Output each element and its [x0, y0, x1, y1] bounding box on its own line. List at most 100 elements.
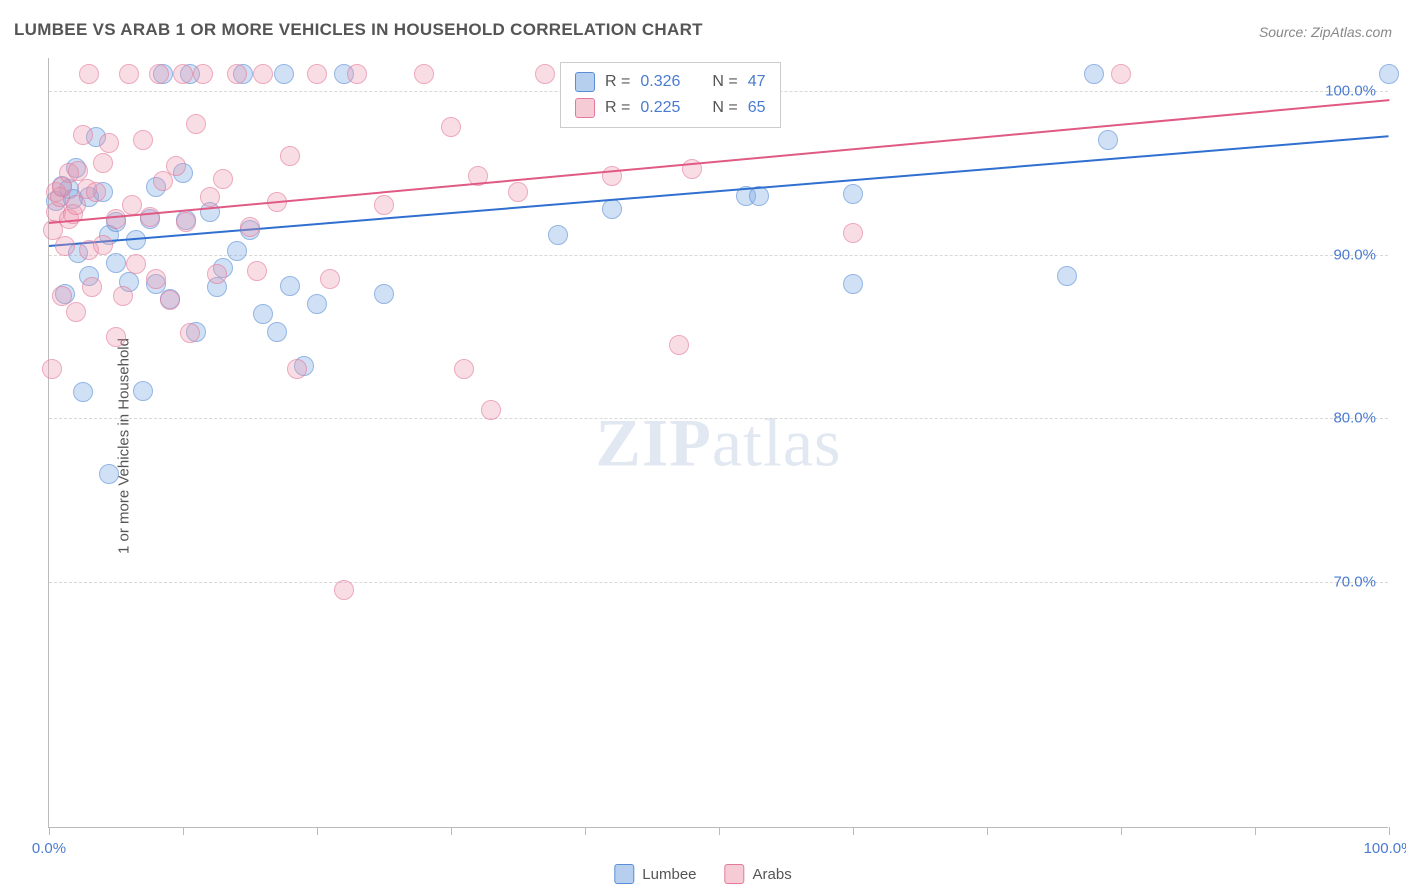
scatter-point	[843, 274, 863, 294]
scatter-point	[441, 117, 461, 137]
legend-swatch-blue	[614, 864, 634, 884]
scatter-point	[86, 182, 106, 202]
x-tick	[49, 827, 50, 835]
scatter-point	[99, 133, 119, 153]
series-legend: Lumbee Arabs	[614, 864, 791, 884]
gridline	[49, 582, 1388, 583]
scatter-point	[68, 161, 88, 181]
scatter-point	[843, 184, 863, 204]
x-tick-label: 100.0%	[1364, 840, 1406, 857]
scatter-point	[79, 64, 99, 84]
legend-swatch-pink	[725, 864, 745, 884]
scatter-point	[374, 284, 394, 304]
scatter-point	[73, 382, 93, 402]
legend-item-lumbee: Lumbee	[614, 864, 696, 884]
scatter-point	[119, 64, 139, 84]
legend-swatch-blue	[575, 72, 595, 92]
scatter-point	[55, 236, 75, 256]
legend-swatch-pink	[575, 98, 595, 118]
scatter-point	[93, 235, 113, 255]
scatter-point	[133, 130, 153, 150]
x-tick	[183, 827, 184, 835]
legend-row-arabs: R = 0.225 N = 65	[575, 95, 766, 121]
x-tick	[719, 827, 720, 835]
scatter-point	[1111, 64, 1131, 84]
scatter-point	[166, 156, 186, 176]
scatter-point	[66, 302, 86, 322]
scatter-point	[320, 269, 340, 289]
scatter-point	[548, 225, 568, 245]
x-tick	[987, 827, 988, 835]
chart-source: Source: ZipAtlas.com	[1259, 24, 1392, 40]
scatter-point	[274, 64, 294, 84]
scatter-point	[508, 182, 528, 202]
scatter-point	[307, 64, 327, 84]
y-tick-label: 90.0%	[1333, 246, 1376, 263]
scatter-point	[454, 359, 474, 379]
scatter-point	[106, 253, 126, 273]
x-tick	[451, 827, 452, 835]
scatter-point	[481, 400, 501, 420]
scatter-point	[374, 195, 394, 215]
legend-row-lumbee: R = 0.326 N = 47	[575, 69, 766, 95]
x-tick	[317, 827, 318, 835]
scatter-point	[122, 195, 142, 215]
x-tick	[853, 827, 854, 835]
scatter-point	[113, 286, 133, 306]
scatter-point	[186, 114, 206, 134]
scatter-point	[280, 146, 300, 166]
scatter-point	[106, 327, 126, 347]
x-tick	[1121, 827, 1122, 835]
scatter-point	[843, 223, 863, 243]
scatter-point	[669, 335, 689, 355]
scatter-point	[535, 64, 555, 84]
scatter-point	[93, 153, 113, 173]
scatter-point	[160, 290, 180, 310]
scatter-point	[106, 209, 126, 229]
gridline	[49, 255, 1388, 256]
scatter-point	[180, 323, 200, 343]
scatter-point	[200, 187, 220, 207]
scatter-point	[247, 261, 267, 281]
scatter-point	[42, 359, 62, 379]
scatter-point	[1057, 266, 1077, 286]
scatter-point	[414, 64, 434, 84]
scatter-point	[1098, 130, 1118, 150]
scatter-point	[133, 381, 153, 401]
y-tick-label: 70.0%	[1333, 574, 1376, 591]
scatter-point	[82, 277, 102, 297]
scatter-point	[146, 269, 166, 289]
scatter-point	[213, 169, 233, 189]
scatter-point	[176, 212, 196, 232]
scatter-point	[280, 276, 300, 296]
scatter-point	[253, 64, 273, 84]
scatter-point	[227, 241, 247, 261]
scatter-point	[334, 580, 354, 600]
scatter-point	[99, 464, 119, 484]
chart-container: LUMBEE VS ARAB 1 OR MORE VEHICLES IN HOU…	[0, 0, 1406, 892]
y-tick-label: 80.0%	[1333, 410, 1376, 427]
scatter-point	[193, 64, 213, 84]
scatter-point	[207, 264, 227, 284]
scatter-point	[287, 359, 307, 379]
scatter-point	[347, 64, 367, 84]
gridline	[49, 418, 1388, 419]
scatter-point	[1379, 64, 1399, 84]
scatter-point	[173, 64, 193, 84]
scatter-point	[140, 207, 160, 227]
scatter-point	[1084, 64, 1104, 84]
scatter-point	[126, 254, 146, 274]
scatter-point	[602, 199, 622, 219]
x-tick	[1389, 827, 1390, 835]
watermark: ZIPatlas	[596, 403, 842, 482]
scatter-point	[253, 304, 273, 324]
y-tick-label: 100.0%	[1325, 82, 1376, 99]
chart-title: LUMBEE VS ARAB 1 OR MORE VEHICLES IN HOU…	[14, 20, 703, 40]
correlation-legend: R = 0.326 N = 47 R = 0.225 N = 65	[560, 62, 781, 128]
legend-item-arabs: Arabs	[725, 864, 792, 884]
scatter-point	[227, 64, 247, 84]
scatter-point	[307, 294, 327, 314]
scatter-point	[267, 322, 287, 342]
scatter-point	[240, 217, 260, 237]
x-tick	[585, 827, 586, 835]
